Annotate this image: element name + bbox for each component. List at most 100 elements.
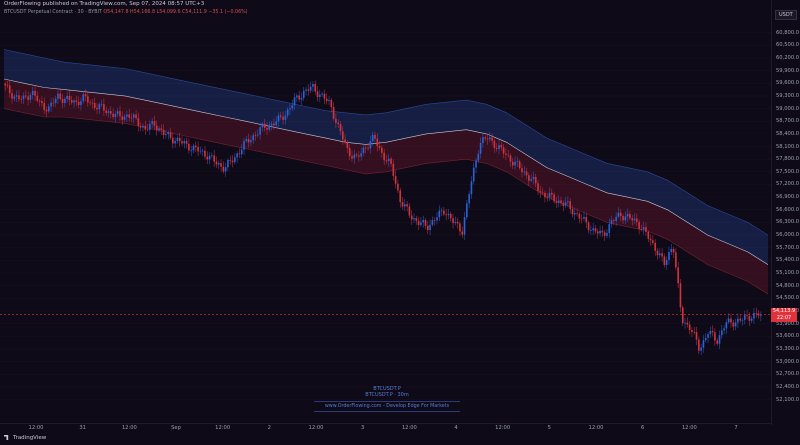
time-axis-line — [0, 423, 771, 424]
candle-body — [486, 138, 489, 140]
candle-body — [20, 99, 23, 100]
candle-body — [684, 322, 686, 324]
candle-body — [270, 123, 273, 126]
candle-body — [339, 123, 342, 132]
candle-body — [401, 202, 404, 207]
candle-body — [93, 103, 96, 108]
candle-body — [185, 141, 188, 144]
candle-body — [11, 93, 13, 99]
candle-body — [544, 192, 546, 198]
candles — [4, 79, 762, 356]
candle-body — [663, 256, 666, 265]
watermark-site: www.OrderFlowing.com - Develop Edge For … — [314, 401, 460, 412]
candle-body — [629, 214, 631, 219]
candle-body — [172, 137, 174, 144]
price-chart[interactable] — [0, 0, 771, 424]
candle-body — [468, 194, 470, 204]
time-tick-label: 6 — [641, 425, 645, 431]
price-axis[interactable] — [771, 0, 800, 425]
middle-band-line — [3, 78, 769, 265]
candle-body — [528, 175, 530, 181]
candle-body — [50, 102, 52, 107]
candle-body — [413, 218, 415, 220]
bar-countdown: 22:07 — [776, 314, 792, 321]
candle-body — [397, 183, 399, 191]
candle-body — [732, 322, 735, 327]
candle-body — [746, 315, 748, 316]
candle-body — [387, 158, 390, 162]
time-tick-label: 12:00 — [215, 425, 231, 431]
candle-body — [130, 117, 133, 119]
price-tick-label: 53,300.0 — [776, 345, 800, 352]
candle-body — [592, 228, 594, 231]
candle-body — [638, 221, 640, 229]
candle-body — [18, 95, 20, 100]
candle-body — [289, 108, 291, 110]
candle-body — [470, 181, 473, 195]
candle-body — [447, 213, 450, 216]
price-tick-label: 52,400.0 — [776, 383, 800, 390]
candle-body — [739, 318, 741, 321]
candle-body — [188, 143, 190, 151]
candle-body — [353, 154, 356, 159]
candle-body — [201, 150, 204, 152]
candle-body — [429, 224, 431, 231]
symbol-name: BTCUSDT Perpetual Contract · 30 · BYBIT — [4, 10, 102, 15]
time-tick-label: 4 — [454, 425, 458, 431]
candle-body — [672, 248, 675, 253]
candle-body — [523, 171, 526, 173]
candle-body — [711, 330, 714, 333]
candle-body — [578, 213, 581, 219]
candle-body — [385, 160, 388, 162]
candle-body — [174, 140, 176, 144]
candle-body — [43, 103, 46, 110]
candle-body — [615, 216, 617, 221]
candle-body — [341, 131, 344, 140]
candle-body — [498, 145, 500, 149]
candle-body — [716, 340, 719, 344]
candle-body — [121, 116, 124, 120]
currency-badge[interactable]: USDT — [775, 10, 797, 20]
tradingview-footer[interactable]: TradingView — [4, 435, 46, 441]
candle-body — [61, 98, 64, 103]
candle-body — [13, 96, 16, 99]
candle-body — [757, 313, 760, 316]
watermark: BTCUSDT.P BTCUSDT.P · 30m www.OrderFlowi… — [314, 386, 460, 412]
candle-body — [381, 147, 383, 153]
candle-body — [647, 231, 650, 239]
candle-body — [59, 93, 62, 99]
candle-body — [516, 161, 519, 163]
candle-body — [190, 150, 193, 152]
candle-body — [438, 210, 441, 218]
candle-body — [532, 176, 535, 180]
candle-body — [153, 121, 156, 126]
price-tick-label: 54,800.0 — [776, 282, 800, 289]
candle-body — [279, 115, 282, 117]
candle-body — [80, 101, 82, 105]
candle-body — [374, 134, 376, 139]
last-price-badge: 54,113.9 22:07 — [771, 307, 797, 322]
candle-body — [208, 155, 211, 160]
candle-body — [169, 132, 172, 138]
candle-body — [709, 330, 712, 335]
lower-band-fill — [4, 79, 768, 295]
candle-body — [642, 227, 645, 230]
candle-body — [410, 215, 413, 220]
candle-body — [399, 190, 402, 203]
candle-body — [199, 150, 202, 152]
candle-body — [234, 157, 236, 163]
candle-body — [753, 312, 755, 319]
candle-body — [718, 335, 721, 344]
price-tick-label: 52,100.0 — [776, 396, 800, 403]
candle-body — [431, 220, 434, 225]
candle-body — [500, 145, 503, 148]
candle-body — [355, 154, 358, 156]
candle-body — [741, 319, 744, 321]
candle-body — [596, 231, 599, 234]
candle-body — [743, 315, 746, 320]
candle-body — [580, 218, 583, 220]
candle-body — [700, 347, 702, 351]
candle-body — [312, 84, 314, 87]
candle-body — [537, 183, 539, 192]
candle-body — [514, 161, 516, 166]
